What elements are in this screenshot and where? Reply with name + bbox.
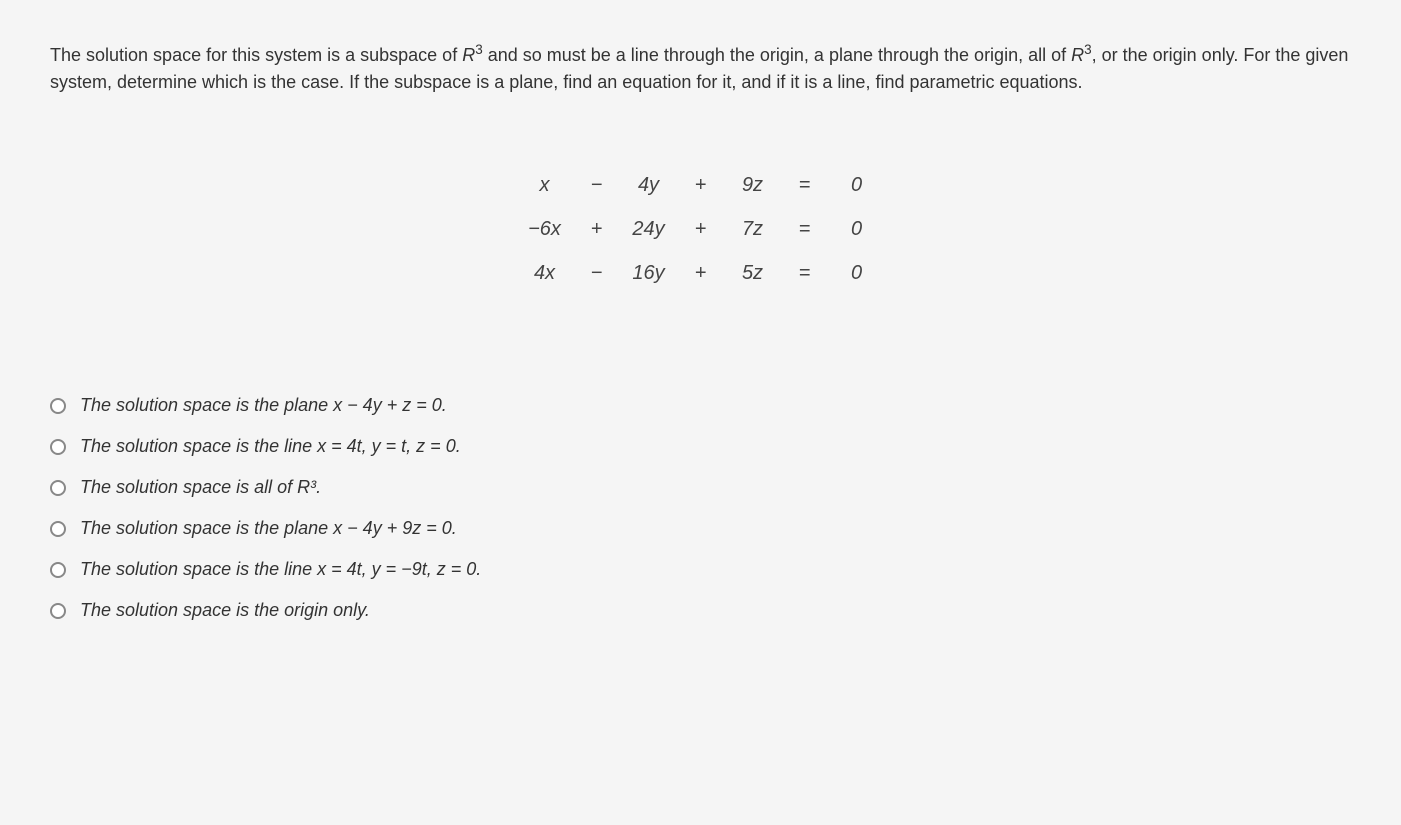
eq-term: −6x bbox=[528, 214, 562, 244]
option-label: The solution space is the origin only. bbox=[80, 597, 370, 624]
radio-icon[interactable] bbox=[50, 521, 66, 537]
eq-term: 5z bbox=[736, 258, 770, 288]
r-sup-2: 3 bbox=[1084, 42, 1092, 57]
question-mid1: and so must be a line through the origin… bbox=[483, 45, 1071, 65]
option-post: . bbox=[476, 559, 481, 579]
eq-op: + bbox=[684, 258, 718, 288]
option-label: The solution space is the line x = 4t, y… bbox=[80, 433, 461, 460]
answer-option[interactable]: The solution space is the plane x − 4y +… bbox=[50, 392, 1351, 419]
eq-term: 4x bbox=[528, 258, 562, 288]
eq-op: − bbox=[580, 258, 614, 288]
option-pre: The solution space is the line bbox=[80, 436, 317, 456]
option-math: x − 4y + z = 0 bbox=[333, 395, 442, 415]
option-math: x = 4t, y = t, z = 0 bbox=[317, 436, 456, 456]
r-letter-2: R bbox=[1071, 45, 1084, 65]
answer-option[interactable]: The solution space is the origin only. bbox=[50, 597, 1351, 624]
r-sup: 3 bbox=[475, 42, 483, 57]
r3-symbol: R3 bbox=[462, 45, 483, 65]
option-pre: The solution space is all of bbox=[80, 477, 297, 497]
radio-icon[interactable] bbox=[50, 562, 66, 578]
option-math: x − 4y + 9z = 0 bbox=[333, 518, 452, 538]
option-post: . bbox=[442, 395, 447, 415]
eq-eq: = bbox=[788, 258, 822, 288]
eq-op: + bbox=[580, 214, 614, 244]
eq-term: 16y bbox=[632, 258, 666, 288]
option-label: The solution space is all of R³. bbox=[80, 474, 321, 501]
option-pre: The solution space is the line bbox=[80, 559, 317, 579]
option-post: . bbox=[316, 477, 321, 497]
eq-eq: = bbox=[788, 214, 822, 244]
eq-term: 24y bbox=[632, 214, 666, 244]
eq-rhs: 0 bbox=[840, 214, 874, 244]
option-math: x = 4t, y = −9t, z = 0 bbox=[317, 559, 476, 579]
option-post: . bbox=[456, 436, 461, 456]
radio-icon[interactable] bbox=[50, 398, 66, 414]
option-math: R³ bbox=[297, 477, 316, 497]
eq-term: 7z bbox=[736, 214, 770, 244]
question-text: The solution space for this system is a … bbox=[50, 40, 1351, 96]
eq-eq: = bbox=[788, 170, 822, 200]
equation-row: −6x + 24y + 7z = 0 bbox=[528, 214, 874, 244]
answer-option[interactable]: The solution space is the line x = 4t, y… bbox=[50, 556, 1351, 583]
eq-rhs: 0 bbox=[840, 170, 874, 200]
eq-rhs: 0 bbox=[840, 258, 874, 288]
option-label: The solution space is the line x = 4t, y… bbox=[80, 556, 481, 583]
option-label: The solution space is the plane x − 4y +… bbox=[80, 392, 447, 419]
radio-icon[interactable] bbox=[50, 439, 66, 455]
option-pre: The solution space is the origin only. bbox=[80, 600, 370, 620]
eq-op: + bbox=[684, 170, 718, 200]
r3-symbol-2: R3 bbox=[1071, 45, 1092, 65]
eq-term: 9z bbox=[736, 170, 770, 200]
radio-icon[interactable] bbox=[50, 480, 66, 496]
answer-option[interactable]: The solution space is all of R³. bbox=[50, 474, 1351, 501]
eq-term: x bbox=[528, 170, 562, 200]
option-pre: The solution space is the plane bbox=[80, 395, 333, 415]
eq-op: − bbox=[580, 170, 614, 200]
eq-term: 4y bbox=[632, 170, 666, 200]
radio-icon[interactable] bbox=[50, 603, 66, 619]
option-pre: The solution space is the plane bbox=[80, 518, 333, 538]
equation-row: 4x − 16y + 5z = 0 bbox=[528, 258, 874, 288]
r-letter: R bbox=[462, 45, 475, 65]
answer-option[interactable]: The solution space is the plane x − 4y +… bbox=[50, 515, 1351, 542]
equation-row: x − 4y + 9z = 0 bbox=[528, 170, 874, 200]
eq-op: + bbox=[684, 214, 718, 244]
answer-options: The solution space is the plane x − 4y +… bbox=[50, 392, 1351, 624]
answer-option[interactable]: The solution space is the line x = 4t, y… bbox=[50, 433, 1351, 460]
equations-table: x − 4y + 9z = 0 −6x + 24y + 7z = 0 4x − … bbox=[510, 156, 892, 302]
equations-block: x − 4y + 9z = 0 −6x + 24y + 7z = 0 4x − … bbox=[50, 156, 1351, 302]
option-post: . bbox=[452, 518, 457, 538]
option-label: The solution space is the plane x − 4y +… bbox=[80, 515, 457, 542]
question-pre: The solution space for this system is a … bbox=[50, 45, 462, 65]
